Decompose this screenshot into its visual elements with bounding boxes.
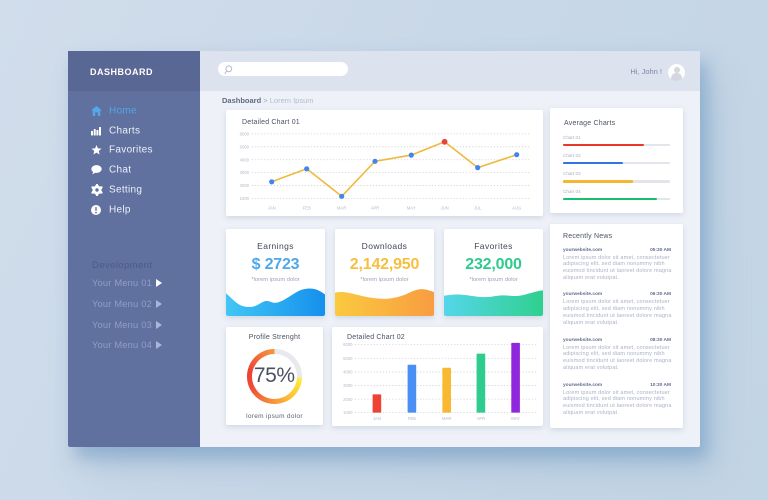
svg-text:FEB: FEB: [303, 206, 311, 211]
svg-text:APR: APR: [371, 206, 380, 211]
svg-text:5000: 5000: [240, 144, 250, 149]
svg-text:4000: 4000: [343, 370, 353, 375]
svg-text:JUN: JUN: [441, 206, 449, 211]
svg-text:2000: 2000: [343, 397, 353, 402]
svg-text:JAN: JAN: [268, 206, 276, 211]
svg-text:2000: 2000: [240, 183, 250, 188]
svg-text:6000: 6000: [343, 342, 353, 347]
svg-text:MAY: MAY: [407, 206, 416, 211]
svg-text:3000: 3000: [240, 170, 250, 175]
svg-text:FEB: FEB: [408, 416, 416, 421]
svg-text:JAN: JAN: [373, 416, 381, 421]
svg-text:1000: 1000: [343, 410, 353, 415]
svg-text:JUL: JUL: [474, 206, 482, 211]
svg-text:MAY: MAY: [511, 416, 520, 421]
svg-text:MAR: MAR: [442, 416, 451, 421]
svg-text:3000: 3000: [343, 383, 353, 388]
svg-text:1000: 1000: [240, 196, 250, 201]
svg-text:4000: 4000: [240, 157, 250, 162]
svg-text:MAR: MAR: [337, 206, 346, 211]
svg-text:AUG: AUG: [512, 206, 521, 211]
svg-text:APR: APR: [477, 416, 486, 421]
svg-text:5000: 5000: [343, 356, 353, 361]
svg-text:6000: 6000: [240, 131, 250, 136]
